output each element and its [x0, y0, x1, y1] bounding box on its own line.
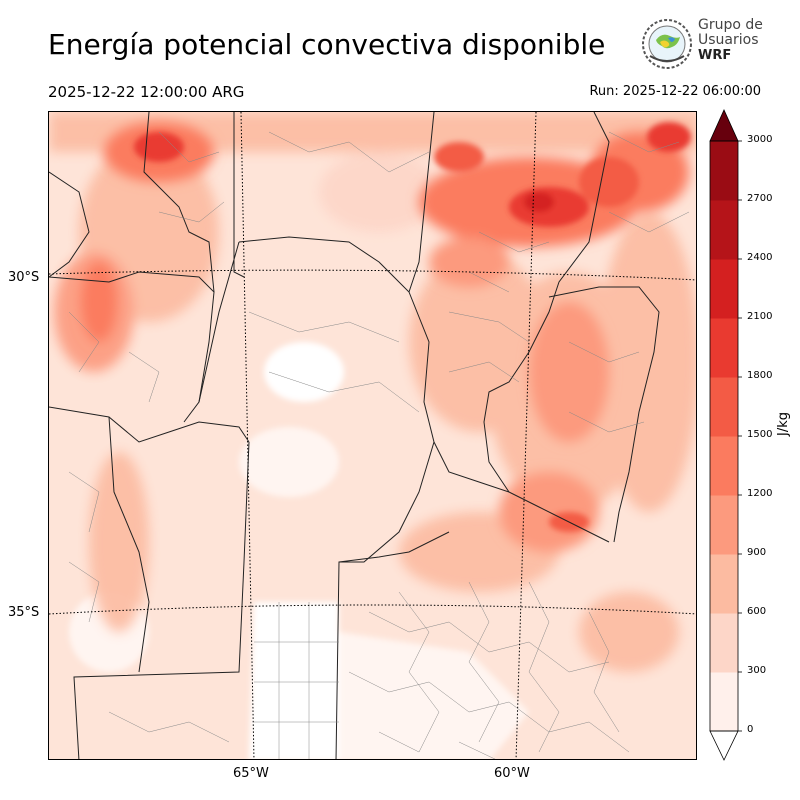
colorbar-unit: J/kg: [776, 412, 791, 436]
colorbar-band: [710, 436, 738, 496]
colorbar-under-arrow: [709, 730, 739, 761]
logo-line-2: Usuarios: [698, 32, 759, 48]
globe-logo-icon: [642, 19, 692, 69]
colorbar-tick-label: 2400: [747, 252, 773, 263]
department-borders: [68, 131, 690, 759]
colorbar-band: [710, 495, 738, 555]
low-cape-areas: [69, 342, 529, 759]
colorbar-tick-label: 1500: [747, 429, 773, 440]
colorbar-tick-label: 1200: [747, 488, 773, 499]
map-panel: [48, 111, 697, 760]
colorbar-tick-label: 1800: [747, 370, 773, 381]
colorbar-tick-label: 900: [747, 547, 767, 558]
lat-label-30s: 30°S: [8, 270, 40, 285]
colorbar-tick-label: 2100: [747, 311, 773, 322]
colorbar-band: [710, 200, 738, 260]
chart-title: Energía potencial convectiva disponible: [48, 28, 606, 61]
colorbar-tick-label: 0: [747, 724, 754, 735]
colorbar-tick-label: 2700: [747, 193, 773, 204]
logo-line-1: Grupo de: [698, 17, 763, 33]
wrf-group-logo: Grupo de Usuarios WRF: [638, 16, 768, 72]
valid-time: 2025-12-22 12:00:00 ARG: [48, 83, 245, 101]
lon-label-65w: 65°W: [233, 766, 269, 781]
colorbar: [709, 109, 742, 761]
colorbar-band: [710, 259, 738, 319]
run-time: Run: 2025-12-22 06:00:00: [589, 84, 761, 99]
graticule: [49, 112, 696, 759]
colorbar-over-arrow: [709, 109, 739, 142]
colorbar-tick-label: 300: [747, 665, 767, 676]
province-borders: [49, 112, 660, 759]
colorbar-band: [710, 672, 738, 732]
colorbar-band: [710, 318, 738, 378]
lon-label-60w: 60°W: [494, 766, 530, 781]
cape-field-map: [49, 112, 696, 759]
colorbar-tick-label: 600: [747, 606, 767, 617]
lat-label-35s: 35°S: [8, 605, 40, 620]
colorbar-tick-label: 3000: [747, 134, 773, 145]
logo-line-3: WRF: [698, 48, 732, 63]
colorbar-band: [710, 377, 738, 437]
colorbar-band: [710, 613, 738, 673]
colorbar-band: [710, 141, 738, 201]
colorbar-bands: [710, 141, 738, 732]
colorbar-band: [710, 554, 738, 614]
colorbar-tickmarks: [738, 140, 742, 732]
logo-text: Grupo de Usuarios WRF: [698, 17, 763, 64]
